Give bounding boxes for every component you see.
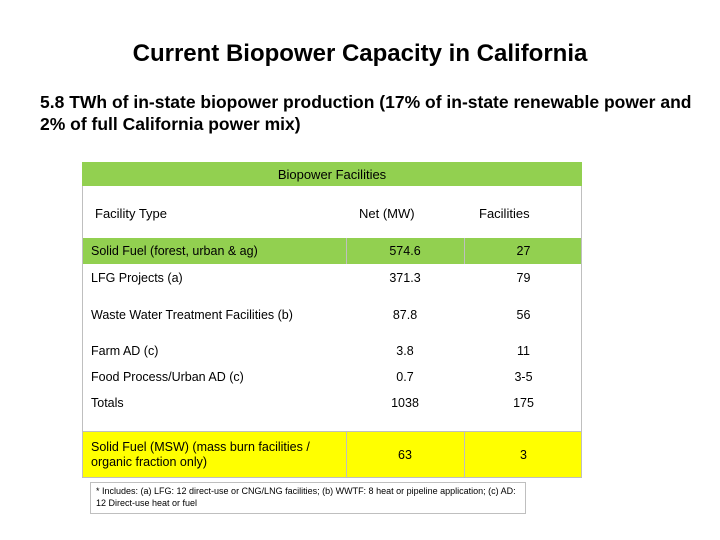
slide-subtitle: 5.8 TWh of in-state biopower production … bbox=[40, 92, 692, 134]
facilities-cell: 56 bbox=[516, 308, 531, 322]
slide-title: Current Biopower Capacity in California bbox=[132, 40, 588, 67]
table-row: Food Process/Urban AD (c) 0.7 3-5 bbox=[82, 364, 582, 390]
table-row: Waste Water Treatment Facilities (b) 87.… bbox=[82, 292, 582, 338]
table-title: Biopower Facilities bbox=[82, 162, 582, 186]
table-row: Solid Fuel (MSW) (mass burn facilities /… bbox=[82, 432, 582, 478]
facility-type-cell: Solid Fuel (forest, urban & ag) bbox=[91, 244, 258, 258]
header-facility-type: Facility Type bbox=[95, 206, 168, 221]
facilities-cell: 175 bbox=[513, 396, 534, 410]
header-facilities: Facilities bbox=[479, 206, 530, 221]
facility-type-cell: Totals bbox=[91, 396, 124, 410]
net-mw-cell: 371.3 bbox=[389, 271, 421, 285]
facility-type-cell: Waste Water Treatment Facilities (b) bbox=[91, 308, 293, 322]
facilities-cell: 11 bbox=[517, 344, 530, 358]
net-mw-cell: 1038 bbox=[391, 396, 419, 410]
facility-type-cell: LFG Projects (a) bbox=[91, 271, 183, 285]
net-mw-cell: 0.7 bbox=[396, 370, 414, 384]
net-mw-cell: 87.8 bbox=[392, 308, 418, 322]
table-row: LFG Projects (a) 371.3 79 bbox=[82, 264, 582, 292]
table-row: Farm AD (c) 3.8 11 bbox=[82, 338, 582, 364]
facilities-cell: 79 bbox=[516, 271, 531, 285]
facilities-cell: 3-5 bbox=[514, 370, 533, 384]
table-row: Solid Fuel (forest, urban & ag) 574.6 27 bbox=[82, 238, 582, 264]
header-net-mw: Net (MW) bbox=[359, 206, 415, 221]
facility-type-cell: Food Process/Urban AD (c) bbox=[91, 370, 244, 384]
net-mw-cell: 63 bbox=[398, 447, 412, 462]
facility-type-cell: Farm AD (c) bbox=[91, 344, 159, 358]
facility-type-cell: Solid Fuel (MSW) (mass burn facilities /… bbox=[91, 439, 310, 469]
net-mw-cell: 574.6 bbox=[389, 244, 421, 258]
facilities-cell: 27 bbox=[516, 244, 531, 258]
biopower-facilities-table: Biopower Facilities Facility Type Net (M… bbox=[82, 162, 582, 478]
facilities-cell: 3 bbox=[520, 447, 527, 462]
footnote: * Includes: (a) LFG: 12 direct-use or CN… bbox=[90, 482, 526, 514]
net-mw-cell: 3.8 bbox=[396, 344, 414, 358]
table-row: Totals 1038 175 bbox=[82, 390, 582, 432]
table-header: Facility Type Net (MW) Facilities bbox=[82, 186, 582, 238]
